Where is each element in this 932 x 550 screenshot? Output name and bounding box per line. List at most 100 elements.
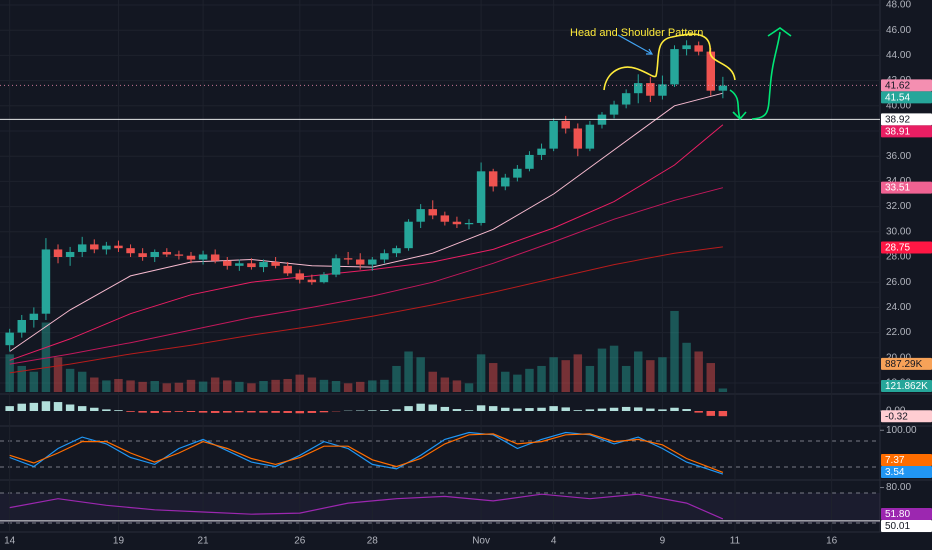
price-badge: [881, 181, 932, 194]
volume-bar: [585, 365, 595, 392]
annotation-arrow: [617, 34, 653, 55]
volume-bar: [634, 351, 643, 392]
down-arrow: [729, 89, 741, 119]
candle-body: [694, 45, 703, 52]
y-tick-label: 36.00: [886, 151, 911, 162]
candle-body: [210, 254, 220, 261]
volume-bar: [525, 368, 534, 392]
candle-body: [670, 49, 679, 85]
candle-body: [501, 177, 510, 187]
x-tick-label: 14: [4, 536, 16, 547]
histogram-bar: [404, 406, 413, 411]
histogram-bar: [634, 407, 643, 411]
volume-bar: [670, 310, 679, 392]
candle-body: [646, 83, 655, 96]
volume-bar: [416, 357, 425, 392]
histogram-bar: [464, 410, 474, 411]
volume-bar: [5, 354, 14, 392]
histogram-bar: [247, 411, 256, 413]
histogram-bar: [646, 408, 655, 411]
candle-body: [138, 253, 147, 257]
price-badge: [881, 380, 932, 392]
volume-bar: [102, 380, 111, 392]
indicator-line: [9, 431, 724, 475]
volume-bar: [186, 379, 196, 392]
histogram-bar: [368, 410, 377, 411]
rsi-band: [0, 493, 880, 523]
price-badge-label: 38.91: [885, 127, 910, 138]
volume-bar: [513, 374, 522, 392]
histogram-bar: [501, 407, 510, 411]
price-badge-label: 121.862K: [885, 381, 928, 392]
candle-body: [621, 93, 631, 105]
histogram-bar: [585, 409, 595, 411]
candle-body: [706, 51, 715, 91]
price-badge: [881, 466, 932, 478]
price-badge: [881, 113, 932, 126]
volume-bar: [440, 377, 450, 392]
candle-body: [53, 249, 63, 257]
candle-body: [295, 273, 305, 280]
candle-body: [658, 84, 667, 96]
y-tick-label: 100.00: [886, 425, 917, 436]
price-badge-label: 7.37: [885, 455, 905, 466]
candle-body: [271, 262, 280, 266]
volume-bar: [223, 380, 232, 392]
candle-body: [634, 83, 643, 94]
y-tick-label: 28.00: [886, 252, 911, 263]
y-tick-label: 34.00: [886, 176, 911, 187]
volume-bar: [90, 377, 99, 392]
moving-average: [9, 246, 723, 374]
volume-bar: [621, 365, 631, 392]
volume-bar: [41, 322, 51, 392]
histogram-bar: [53, 402, 63, 411]
price-badge-label: 38.92: [885, 115, 910, 126]
histogram-bar: [706, 411, 715, 416]
price-badge: [881, 508, 932, 520]
histogram-bar: [114, 410, 123, 411]
histogram-bar: [428, 404, 437, 411]
price-badge: [881, 125, 932, 138]
price-badge: [881, 520, 932, 532]
volume-bar: [488, 363, 498, 392]
histogram-bar: [549, 406, 558, 411]
histogram-bar: [476, 405, 486, 411]
volume-bar: [17, 365, 26, 392]
x-tick-label: Nov: [472, 536, 490, 547]
candle-body: [235, 263, 244, 266]
volume-bar: [682, 342, 691, 392]
volume-bar: [573, 354, 583, 392]
candle-body: [573, 128, 583, 149]
volume-bar: [501, 371, 510, 392]
x-tick-label: 28: [367, 536, 379, 547]
candle-body: [682, 45, 691, 50]
y-tick-label: 40.00: [886, 100, 911, 111]
histogram-bar: [102, 409, 111, 411]
candle-body: [561, 120, 570, 129]
candle-body: [41, 249, 51, 314]
price-badge-label: 50.01: [885, 521, 910, 532]
volume-bar: [476, 354, 486, 392]
x-tick-label: 19: [113, 536, 125, 547]
candle-body: [452, 221, 462, 225]
y-tick-label: 22.00: [886, 327, 911, 338]
price-badge: [881, 410, 932, 423]
volume-bar: [53, 357, 63, 392]
candle-body: [259, 262, 268, 268]
candle-body: [247, 263, 256, 268]
candle-body: [174, 254, 184, 256]
candle-body: [404, 221, 413, 249]
price-badge-label: 51.80: [885, 509, 910, 520]
candle-body: [585, 124, 595, 149]
histogram-bar: [440, 406, 450, 411]
x-tick-label: 16: [826, 536, 838, 547]
histogram-bar: [90, 407, 99, 411]
histogram-bar: [271, 411, 280, 413]
histogram-bar: [670, 407, 679, 411]
histogram-bar: [694, 411, 703, 413]
candle-body: [476, 171, 486, 223]
histogram-bar: [138, 411, 147, 413]
candle-body: [549, 120, 558, 149]
histogram-bar: [223, 411, 232, 413]
